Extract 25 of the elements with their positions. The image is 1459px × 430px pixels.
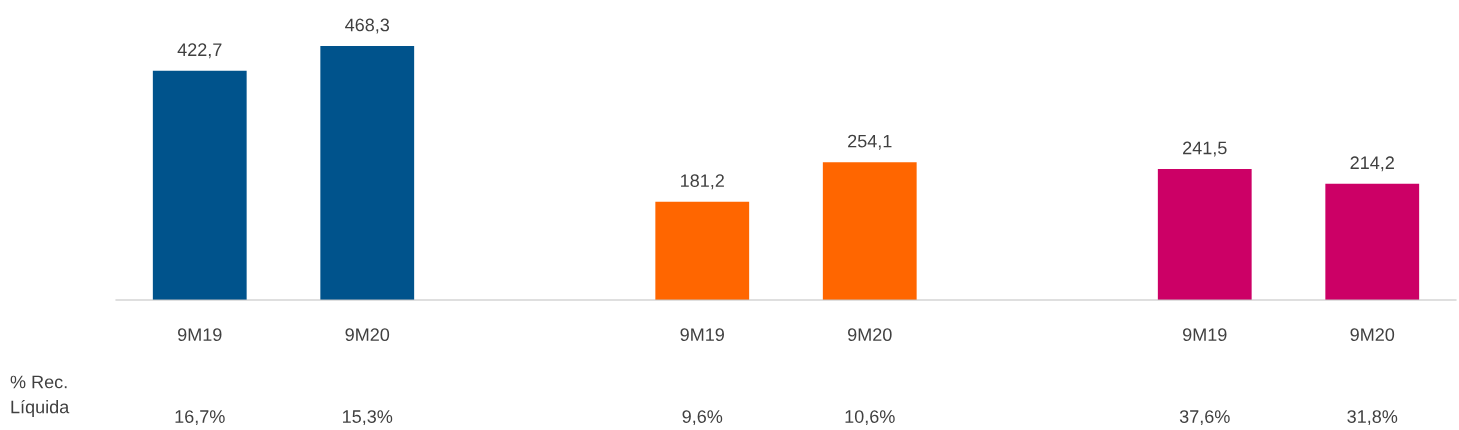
x-tick-label: 9M20 (345, 328, 390, 342)
bar (1325, 183, 1420, 300)
bar (655, 201, 750, 300)
x-tick-label: 9M20 (848, 328, 892, 342)
data-label: 181,2 (681, 174, 724, 190)
text: 15,3% (343, 410, 393, 426)
x-tick-label: 9M19 (178, 328, 222, 342)
bar (152, 70, 247, 300)
x-tick-label: 9M20 (1350, 328, 1395, 342)
data-label: 468,3 (345, 18, 390, 34)
data-label: 422,7 (177, 43, 222, 59)
data-label: 241,5 (1183, 141, 1227, 157)
text: % Rec. Líquida (10, 375, 70, 417)
bar (822, 162, 917, 300)
x-tick-label: 9M19 (680, 328, 724, 342)
x-tick-label: 9M19 (1183, 328, 1227, 342)
bar (320, 46, 415, 300)
text: 16,7% (175, 410, 225, 426)
text: 31,8% (1347, 410, 1398, 426)
bar (1157, 169, 1252, 300)
data-label: 254,1 (848, 134, 892, 150)
text: 37,6% (1179, 410, 1230, 426)
text: 9,6% (682, 410, 723, 426)
text: 10,6% (845, 410, 895, 426)
data-label: 214,2 (1350, 156, 1394, 172)
